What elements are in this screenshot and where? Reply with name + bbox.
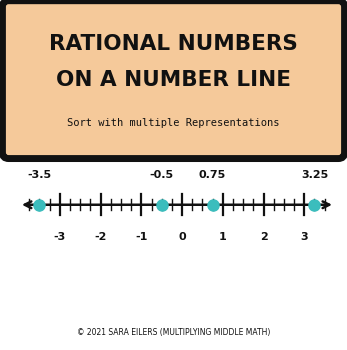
- Text: 3.25: 3.25: [301, 169, 328, 180]
- Text: 3: 3: [301, 232, 308, 242]
- Text: -2: -2: [94, 232, 107, 242]
- Text: 2: 2: [260, 232, 268, 242]
- Text: 1: 1: [219, 232, 227, 242]
- Text: -3: -3: [54, 232, 66, 242]
- Text: Sort with multiple Representations: Sort with multiple Representations: [67, 118, 280, 127]
- Text: © 2021 SARA EILERS (MULTIPLYING MIDDLE MATH): © 2021 SARA EILERS (MULTIPLYING MIDDLE M…: [77, 328, 270, 337]
- Text: 0.75: 0.75: [199, 169, 226, 180]
- FancyBboxPatch shape: [2, 1, 345, 159]
- Text: 0: 0: [178, 232, 186, 242]
- Text: ON A NUMBER LINE: ON A NUMBER LINE: [56, 70, 291, 91]
- Text: RATIONAL NUMBERS: RATIONAL NUMBERS: [49, 34, 298, 54]
- Text: -3.5: -3.5: [27, 169, 51, 180]
- Text: -0.5: -0.5: [150, 169, 174, 180]
- Text: -1: -1: [135, 232, 147, 242]
